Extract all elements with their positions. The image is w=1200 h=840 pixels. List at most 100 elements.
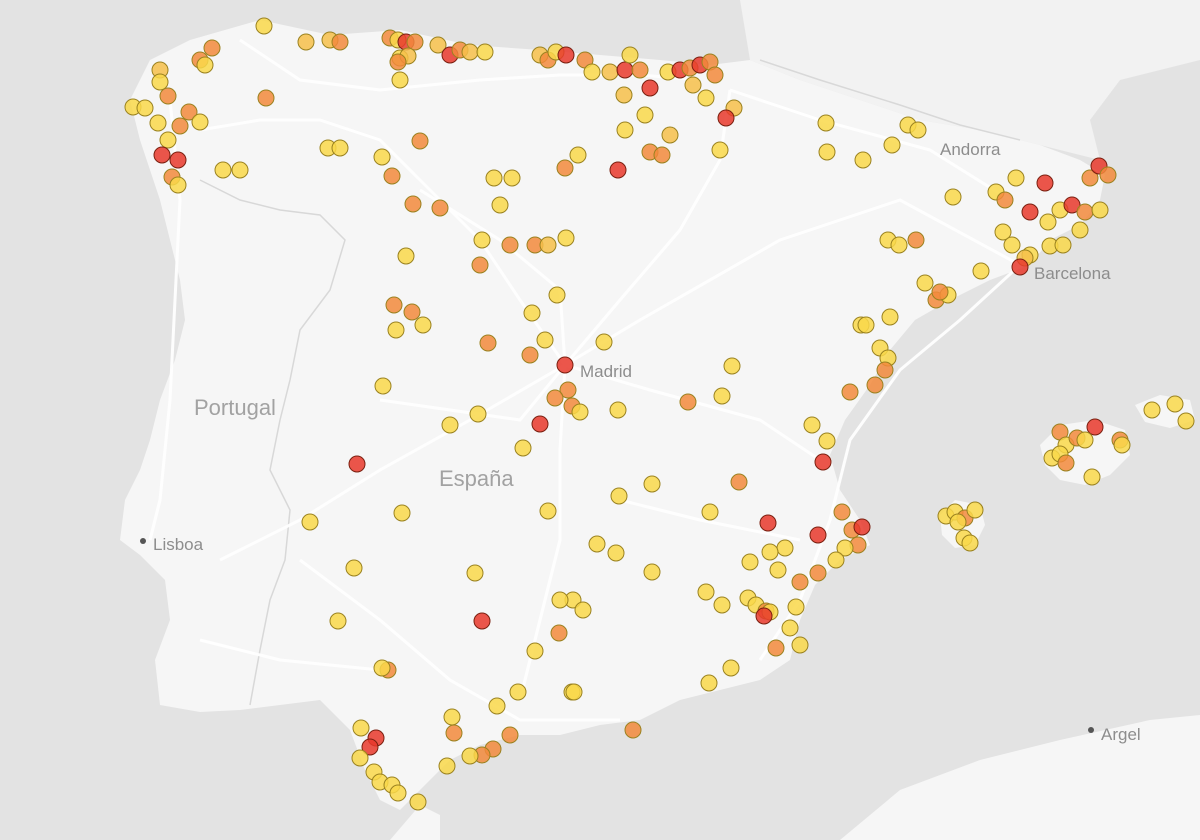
map-marker-high[interactable] [653,146,671,164]
map-marker-low[interactable] [351,749,369,767]
map-marker-low[interactable] [711,141,729,159]
map-marker-high[interactable] [445,724,463,742]
map-marker-high[interactable] [257,89,275,107]
map-marker-low[interactable] [1166,395,1184,413]
map-marker-low[interactable] [700,674,718,692]
map-marker-high[interactable] [907,231,925,249]
map-marker-high[interactable] [501,236,519,254]
map-marker-very-high[interactable] [853,518,871,536]
map-marker-low[interactable] [1007,169,1025,187]
map-marker-high[interactable] [730,473,748,491]
map-marker-high[interactable] [521,346,539,364]
markers-layer[interactable] [124,17,1195,811]
map-marker-low[interactable] [609,401,627,419]
map-marker-very-high[interactable] [609,161,627,179]
map-marker-medium[interactable] [684,76,702,94]
map-marker-low[interactable] [1039,213,1057,231]
map-marker-very-high[interactable] [531,415,549,433]
map-marker-low[interactable] [214,161,232,179]
map-marker-low[interactable] [1054,236,1072,254]
map-marker-high[interactable] [833,503,851,521]
map-marker-low[interactable] [387,321,405,339]
map-marker-low[interactable] [331,139,349,157]
map-marker-low[interactable] [949,513,967,531]
map-marker-low[interactable] [491,196,509,214]
map-marker-low[interactable] [944,188,962,206]
map-marker-low[interactable] [503,169,521,187]
map-marker-very-high[interactable] [556,356,574,374]
map-marker-high[interactable] [624,721,642,739]
map-marker-very-high[interactable] [169,151,187,169]
map-marker-low[interactable] [854,151,872,169]
map-marker-high[interactable] [406,33,424,51]
map-marker-low[interactable] [994,223,1012,241]
map-marker-medium[interactable] [461,43,479,61]
map-marker-low[interactable] [697,89,715,107]
map-marker-low[interactable] [569,146,587,164]
map-marker-high[interactable] [1057,454,1075,472]
map-marker-low[interactable] [713,596,731,614]
map-marker-low[interactable] [159,131,177,149]
map-marker-low[interactable] [329,612,347,630]
map-marker-low[interactable] [1076,431,1094,449]
map-marker-low[interactable] [473,231,491,249]
map-marker-low[interactable] [565,683,583,701]
map-marker-low[interactable] [414,316,432,334]
map-marker-low[interactable] [231,161,249,179]
map-marker-very-high[interactable] [348,455,366,473]
map-marker-high[interactable] [479,334,497,352]
map-marker-high[interactable] [1081,169,1099,187]
map-marker-high[interactable] [411,132,429,150]
map-marker-low[interactable] [539,502,557,520]
map-marker-low[interactable] [191,113,209,131]
map-marker-low[interactable] [741,553,759,571]
map-marker-low[interactable] [776,539,794,557]
map-marker-low[interactable] [616,121,634,139]
map-marker-high[interactable] [403,303,421,321]
map-marker-low[interactable] [643,475,661,493]
map-marker-very-high[interactable] [557,46,575,64]
map-marker-low[interactable] [557,229,575,247]
map-marker-low[interactable] [466,564,484,582]
map-marker-very-high[interactable] [755,607,773,625]
map-marker-low[interactable] [488,697,506,715]
map-marker-low[interactable] [1143,401,1161,419]
map-marker-high[interactable] [706,66,724,84]
map-marker-low[interactable] [373,659,391,677]
map-marker-low[interactable] [583,63,601,81]
map-marker-low[interactable] [443,708,461,726]
map-marker-medium[interactable] [429,36,447,54]
map-marker-high[interactable] [331,33,349,51]
map-marker-low[interactable] [909,121,927,139]
map-marker-very-high[interactable] [153,146,171,164]
map-marker-medium[interactable] [601,63,619,81]
map-marker-low[interactable] [509,683,527,701]
map-marker-low[interactable] [136,99,154,117]
map-marker-low[interactable] [196,56,214,74]
map-marker-high[interactable] [876,361,894,379]
map-marker-low[interactable] [723,357,741,375]
map-marker-low[interactable] [636,106,654,124]
map-marker-high[interactable] [559,381,577,399]
map-marker-low[interactable] [818,143,836,161]
map-marker-low[interactable] [151,73,169,91]
map-marker-low[interactable] [972,262,990,280]
map-marker-high[interactable] [180,103,198,121]
map-marker-high[interactable] [404,195,422,213]
map-marker-low[interactable] [1071,221,1089,239]
map-marker-high[interactable] [1099,166,1117,184]
map-marker-low[interactable] [374,377,392,395]
map-marker-high[interactable] [931,283,949,301]
map-marker-low[interactable] [643,563,661,581]
map-marker-low[interactable] [149,114,167,132]
map-marker-low[interactable] [536,331,554,349]
map-marker-very-high[interactable] [1063,196,1081,214]
map-marker-low[interactable] [761,543,779,561]
map-marker-low[interactable] [1091,201,1109,219]
map-marker-very-high[interactable] [473,612,491,630]
map-marker-low[interactable] [588,535,606,553]
map-marker-low[interactable] [883,136,901,154]
map-marker-low[interactable] [610,487,628,505]
map-marker-low[interactable] [713,387,731,405]
